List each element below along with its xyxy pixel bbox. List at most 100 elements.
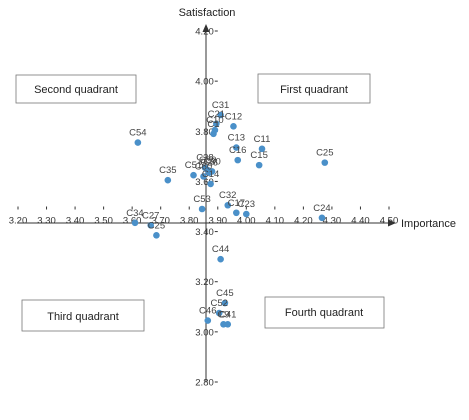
data-point-label: C11 (254, 134, 271, 145)
data-point-label: C10 (206, 115, 223, 126)
x-tick-label: 4.00 (237, 216, 256, 227)
data-point-label: C31 (212, 100, 229, 111)
data-point-c17 (233, 209, 240, 217)
data-point-c15 (255, 161, 263, 169)
data-point-c52 (215, 309, 223, 317)
data-point-label: C46 (199, 306, 216, 317)
data-point-c9 (220, 321, 227, 328)
data-point-c21 (213, 120, 220, 128)
x-axis-title: Importance (401, 218, 456, 230)
data-point-c53 (198, 205, 206, 213)
x-tick-label: 3.60 (123, 216, 142, 227)
data-point-label: C60 (195, 161, 212, 172)
data-point-label: C17 (228, 198, 245, 209)
x-axis-ticks: 3.20 3.30 3.40 3.50 3.60 3.70 3.80 3.90 4.00 4.10… (9, 206, 399, 227)
quadrant-fourth: Fourth quadrant (264, 296, 385, 329)
x-tick-label: 3.50 (94, 216, 113, 227)
quadrant-second: Second quadrant (15, 74, 137, 104)
data-point-label: C32 (219, 190, 236, 201)
y-tick-label: 4.00 (195, 77, 214, 88)
quadrant-third-box (21, 299, 145, 332)
data-point-label: C23 (238, 199, 255, 210)
data-point-c60 (200, 173, 207, 180)
data-point-c54 (134, 139, 142, 146)
x-tick-label: 4.20 (294, 216, 313, 227)
data-point-label: C27 (142, 210, 159, 221)
data-points (131, 111, 329, 328)
y-tick-label: 3.80 (195, 127, 214, 138)
x-tick-label: 3.90 (209, 216, 228, 227)
data-point-label: C30 (203, 156, 220, 167)
data-point-c23 (243, 210, 250, 218)
data-point-c51 (190, 171, 197, 179)
x-tick-label: 4.30 (323, 216, 342, 227)
data-point-c31 (217, 111, 224, 119)
data-point-c46 (204, 317, 212, 324)
x-tick-label: 3.40 (66, 216, 85, 227)
data-point-c12 (230, 122, 237, 130)
data-point-label: C16 (229, 145, 246, 156)
data-point-label: C25 (316, 148, 333, 159)
data-point-label: C12 (225, 111, 242, 122)
data-point-label: C44 (212, 244, 229, 255)
data-point-label: C35 (159, 165, 176, 176)
data-point-label: C52 (210, 298, 227, 309)
data-point-label: C25 (148, 220, 165, 231)
x-tick-label: 4.10 (266, 216, 285, 227)
data-point-label: C39 (199, 155, 216, 166)
y-tick-label: 3.00 (195, 327, 214, 338)
y-tick-label: 4.20 (195, 27, 214, 38)
x-tick-label: 3.70 (151, 216, 170, 227)
data-point-label: C26 (200, 158, 217, 169)
data-point-c11 (258, 145, 266, 153)
y-axis-ticks: 2.80 3.00 3.20 3.40 3.60 3.80 4.00 4.20 (195, 27, 218, 389)
quadrant-third: Third quadrant (21, 299, 145, 332)
x-tick-label: 3.20 (9, 216, 28, 227)
data-point-label: C14 (202, 169, 219, 180)
data-point-c44 (217, 255, 224, 263)
y-tick-label: 3.40 (195, 227, 214, 238)
quadrant-second-label: Second quadrant (34, 84, 118, 96)
data-point-label: C38 (196, 153, 213, 164)
data-point-c13 (233, 144, 240, 151)
data-point-label: C54 (129, 128, 146, 139)
y-tick-label: 3.60 (195, 177, 214, 188)
data-point-c25 (153, 232, 160, 239)
quadrant-third-label: Third quadrant (47, 311, 119, 323)
data-point-c32 (224, 201, 232, 209)
data-point-c25 (321, 159, 329, 166)
x-tick-label: 4.50 (380, 216, 399, 227)
data-point-c1 (210, 130, 217, 138)
data-point-c30 (208, 168, 216, 175)
data-point-c14 (207, 180, 214, 188)
data-point-label: C24 (313, 203, 330, 214)
x-tick-label: 3.80 (180, 216, 199, 227)
quadrant-second-box (15, 74, 137, 104)
quadrant-fourth-label: Fourth quadrant (285, 307, 363, 319)
quadrant-first-box (257, 73, 371, 104)
quadrant-first-label: First quadrant (280, 84, 348, 96)
x-tick-label: 4.40 (351, 216, 370, 227)
data-point-label: C9 (217, 309, 229, 320)
data-point-label: C13 (228, 133, 245, 144)
y-tick-label: 2.80 (195, 378, 214, 389)
data-point-c45 (221, 299, 229, 307)
data-point-label: C51 (185, 160, 202, 171)
data-point-c34 (131, 219, 139, 227)
data-point-label: C15 (250, 150, 267, 161)
data-point-label: C53 (193, 194, 210, 205)
data-point-label: C45 (216, 288, 233, 299)
quadrant-first: First quadrant (257, 73, 371, 104)
y-axis-title: Satisfaction (179, 7, 236, 19)
y-tick-label: 3.20 (195, 277, 214, 288)
y-axis-arrow (202, 24, 210, 32)
data-point-label: C1 (207, 119, 219, 130)
data-point-c16 (234, 156, 242, 164)
x-axis-arrow (388, 219, 396, 227)
data-point-c24 (318, 214, 326, 222)
data-point-label: C21 (208, 109, 225, 120)
data-point-label: C41 (219, 309, 236, 320)
x-tick-label: 3.30 (37, 216, 56, 227)
